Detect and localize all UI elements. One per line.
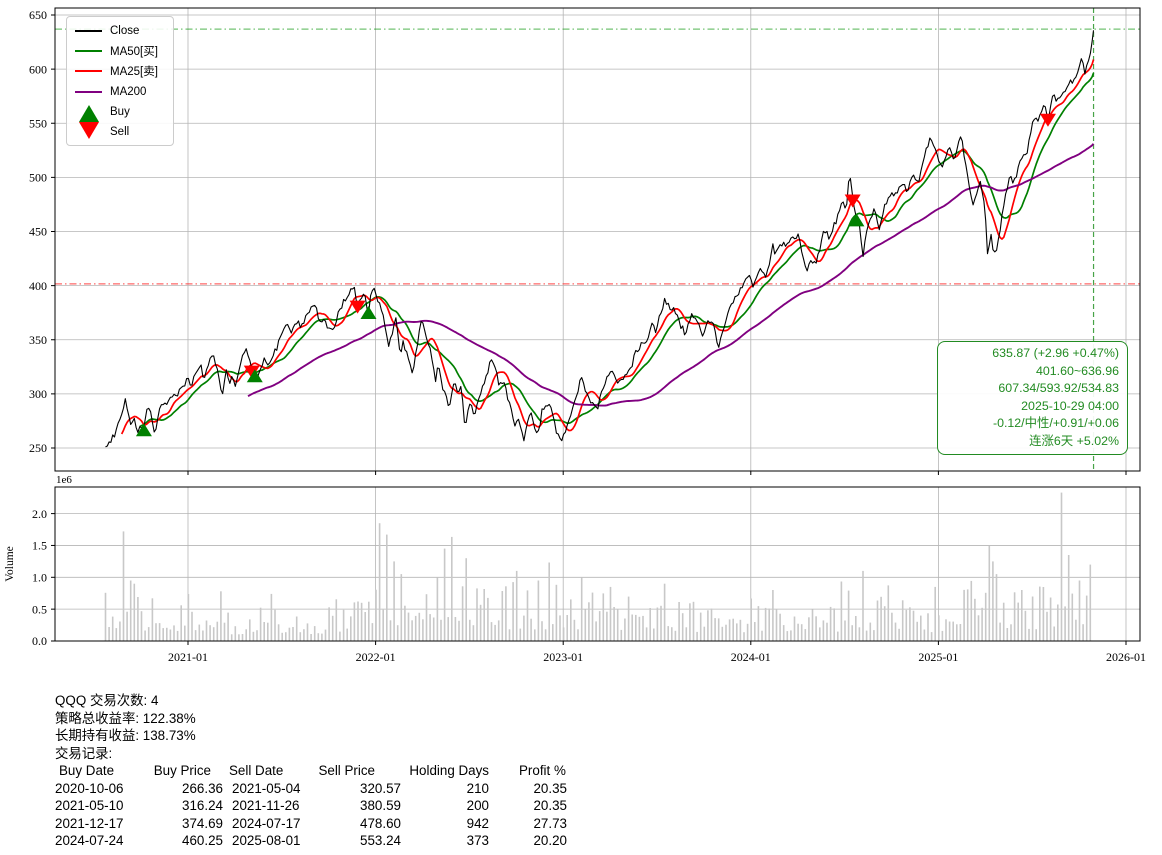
ma25-line-swatch	[75, 70, 102, 73]
legend-label-sell: Sell	[110, 126, 130, 139]
strategy-summary: QQQ 交易次数: 4 策略总收益率: 122.38% 长期持有收益: 138.…	[55, 692, 196, 762]
summary-buyhold-return: 长期持有收益: 138.73%	[55, 728, 196, 743]
trade-table-cell: 2024-07-24	[55, 833, 124, 848]
trade-table-header: Buy Date	[59, 763, 115, 778]
trade-table-cell: 380.59	[360, 798, 401, 813]
x-tick-label: 2021-01	[168, 650, 208, 664]
x-tick-label: 2026-01	[1106, 650, 1146, 664]
trade-table-cell: 553.24	[360, 833, 401, 848]
trade-table-cell: 210	[466, 780, 489, 796]
sell-marker	[1039, 113, 1056, 127]
trade-table-cell: 2020-10-06	[55, 780, 124, 796]
volume-axis-label: Volume	[4, 546, 16, 582]
legend: Close MA50[买] MA25[卖] MA200 Buy Sell	[66, 16, 174, 147]
trade-table-cell: 374.69	[182, 815, 223, 831]
volume-scale-label: 1e6	[56, 474, 72, 486]
trade-table-cell: 20.35	[533, 780, 567, 796]
price-tick-label: 650	[29, 8, 47, 22]
sell-marker	[243, 365, 260, 379]
trade-table-cell: 266.36	[182, 780, 223, 796]
sell-triangle-icon	[75, 122, 102, 140]
trade-table-cell: 27.73	[533, 815, 567, 831]
legend-label-ma25: MA25[卖]	[110, 66, 158, 79]
annotation-box: 635.87 (+2.96 +0.47%) 401.60~636.96 607.…	[937, 341, 1128, 455]
trade-table-row: 2021-12-17 374.69 2024-07-17 478.60 942 27.73	[55, 815, 567, 833]
x-tick-label: 2023-01	[543, 650, 583, 664]
legend-label-close: Close	[110, 25, 140, 38]
annotation-timestamp: 2025-10-29 04:00	[1021, 398, 1119, 413]
price-tick-label: 550	[29, 116, 47, 130]
price-tick-label: 300	[29, 387, 47, 401]
trade-table-cell: 20.20	[533, 833, 567, 848]
price-volume-chart: 650 600 550 500 450 400 350 300 250 2.0 1.5 1.0 0.5 0…	[4, 7, 1146, 664]
legend-item-close: Close	[75, 21, 169, 41]
x-tick-label: 2025-01	[918, 650, 958, 664]
buy-triangle-icon	[75, 105, 102, 123]
trade-table-header: Holding Days	[409, 763, 489, 778]
volume-tick-label: 1.5	[32, 539, 47, 553]
summary-trade-count: QQQ 交易次数: 4	[55, 693, 159, 708]
price-tick-label: 250	[29, 441, 47, 455]
x-tick-label: 2022-01	[356, 650, 396, 664]
close-line-swatch	[75, 30, 102, 33]
trade-table-cell: 942	[466, 815, 489, 831]
buy-marker	[135, 423, 152, 437]
trade-table-row: 2024-07-24 460.25 2025-08-01 553.24 373 20.20	[55, 832, 567, 850]
ma50-line-swatch	[75, 50, 102, 53]
legend-label-ma200: MA200	[110, 85, 147, 98]
price-tick-label: 400	[29, 279, 47, 293]
buy-marker	[848, 213, 865, 227]
price-tick-label: 500	[29, 171, 47, 185]
trade-table-cell: 2025-08-01	[232, 833, 301, 848]
legend-label-ma50: MA50[买]	[110, 46, 158, 59]
summary-trades-heading: 交易记录:	[55, 745, 113, 761]
trade-table-cell: 373	[466, 833, 489, 848]
trade-table-cell: 2021-05-10	[55, 798, 124, 813]
ma200-line-swatch	[75, 90, 102, 93]
trade-table-cell: 2021-11-26	[232, 798, 300, 813]
volume-tick-label: 1.0	[32, 571, 47, 585]
annotation-streak: 连涨6天 +5.02%	[1029, 433, 1119, 448]
trade-table-header-row: Buy Date Buy Price Sell Date Sell Price Hold…	[55, 762, 567, 780]
legend-label-buy: Buy	[110, 105, 130, 118]
x-tick-label: 2024-01	[731, 650, 771, 664]
trade-table-row: 2021-05-10 316.24 2021-11-26 380.59 200 20.35	[55, 797, 567, 815]
trade-table-header: Sell Price	[318, 763, 375, 778]
price-tick-label: 600	[29, 62, 47, 76]
legend-item-sell: Sell	[75, 122, 169, 142]
legend-item-buy: Buy	[75, 102, 169, 123]
buy-marker	[246, 369, 263, 383]
annotation-last-price: 635.87 (+2.96 +0.47%)	[992, 346, 1119, 360]
legend-item-ma25: MA25[卖]	[75, 61, 169, 81]
volume-tick-label: 0.5	[32, 602, 47, 616]
price-tick-label: 350	[29, 333, 47, 347]
trade-table-cell: 2021-05-04	[232, 780, 301, 796]
sell-marker	[844, 194, 861, 208]
buy-marker	[360, 306, 377, 320]
trade-table-row: 2020-10-06 266.36 2021-05-04 320.57 210 20.35	[55, 780, 567, 798]
summary-strategy-return: 策略总收益率: 122.38%	[55, 710, 196, 726]
trade-table-header: Profit %	[519, 763, 566, 778]
trade-table-cell: 320.57	[360, 780, 401, 796]
trade-table-cell: 316.24	[182, 798, 223, 813]
trade-table-cell: 2021-12-17	[55, 815, 124, 831]
legend-item-ma50: MA50[买]	[75, 41, 169, 61]
sell-marker	[349, 300, 366, 314]
trade-table-cell: 20.35	[533, 798, 567, 813]
annotation-range: 401.60~636.96	[1035, 363, 1119, 378]
trade-table-cell: 200	[466, 798, 489, 813]
volume-tick-label: 0.0	[32, 634, 47, 648]
trade-table-cell: 478.60	[360, 815, 401, 831]
trade-table-header: Buy Price	[153, 763, 211, 778]
legend-item-ma200: MA200	[75, 82, 169, 102]
trade-table: Buy Date Buy Price Sell Date Sell Price Hold…	[55, 762, 567, 850]
price-tick-label: 450	[29, 225, 47, 239]
volume-tick-label: 2.0	[32, 507, 47, 521]
trade-table-header: Sell Date	[229, 763, 284, 778]
trade-table-cell: 460.25	[182, 833, 223, 848]
trade-table-cell: 2024-07-17	[232, 815, 301, 831]
annotation-ma-values: 607.34/593.92/534.83	[998, 381, 1119, 396]
annotation-indicators: -0.12/中性/+0.91/+0.06	[992, 416, 1119, 431]
